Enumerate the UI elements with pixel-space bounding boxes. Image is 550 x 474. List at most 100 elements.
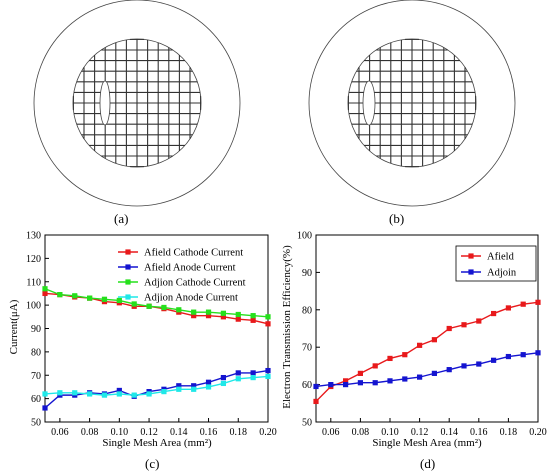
mesh-diagram-a: [33, 0, 241, 207]
series-afield: [313, 299, 541, 405]
x-tick-label: 0.14: [170, 427, 188, 438]
data-point: [446, 367, 452, 373]
data-point: [491, 357, 497, 363]
data-point: [313, 398, 319, 405]
data-point: [250, 313, 256, 319]
data-point: [191, 383, 197, 389]
data-point: [87, 295, 93, 301]
data-point: [205, 313, 212, 319]
central-hole: [99, 80, 111, 126]
data-point: [535, 350, 541, 356]
data-point: [446, 325, 452, 332]
y-tick-label: 90: [302, 268, 312, 279]
legend-swatch-marker: [125, 294, 131, 300]
x-axis-label: Single Mesh Area (mm²): [102, 437, 212, 449]
y-tick-label: 120: [26, 254, 41, 265]
x-tick-label: 0.18: [230, 427, 248, 438]
legend-frame: [455, 245, 537, 282]
data-point: [535, 299, 541, 305]
data-point: [146, 391, 152, 397]
data-point: [431, 337, 437, 343]
legend-label: Adjoin: [487, 268, 517, 279]
x-tick-label: 0.08: [81, 427, 99, 438]
x-tick-label: 0.10: [111, 427, 129, 438]
data-point: [328, 382, 334, 388]
y-tick-label: 130: [26, 231, 41, 242]
data-point: [476, 318, 482, 324]
data-point: [357, 370, 363, 376]
legend-label: Afield: [487, 252, 515, 263]
y-tick-label: 80: [302, 305, 312, 316]
x-tick-label: 0.14: [440, 427, 458, 438]
data-point: [235, 311, 241, 318]
x-tick-label: 0.16: [470, 427, 488, 438]
data-point: [176, 307, 182, 313]
series-line: [44, 288, 269, 318]
y-tick-label: 70: [302, 343, 312, 354]
data-point: [42, 290, 48, 297]
series-line: [44, 369, 269, 409]
legend-swatch-marker: [125, 249, 131, 255]
data-point: [176, 383, 182, 389]
data-point: [42, 405, 48, 411]
data-point: [387, 378, 393, 384]
legend-label: Afield Anode Current: [144, 263, 236, 274]
series-afield-anode-current: [42, 367, 271, 411]
data-point: [191, 309, 197, 315]
data-point: [520, 301, 526, 307]
series-line: [315, 352, 539, 388]
current-chart: Current(μA) Single Mesh Area (mm²) 0.06 0…: [8, 231, 277, 450]
data-point: [235, 376, 241, 382]
y-tick-label: 80: [31, 347, 41, 358]
data-point: [476, 361, 482, 367]
x-tick-label: 0.20: [529, 427, 547, 438]
data-point: [116, 387, 122, 394]
plot-frame: [315, 234, 539, 423]
caption-a: (a): [114, 211, 128, 226]
data-point: [220, 374, 226, 381]
data-point: [131, 301, 137, 307]
data-point: [520, 352, 526, 358]
x-tick-label: 0.06: [322, 427, 340, 438]
y-axis-label: Electron Transmission Efficiency(%): [281, 245, 293, 409]
legend-label: Afield Cathode Current: [144, 248, 243, 259]
x-tick-label: 0.18: [500, 427, 518, 438]
data-point: [87, 391, 93, 397]
data-point: [220, 314, 226, 320]
efficiency-chart: Electron Transmission Efficiency(%) Sing…: [281, 231, 547, 450]
series-line: [315, 301, 539, 402]
data-point: [250, 374, 256, 381]
data-point: [417, 342, 423, 348]
data-point: [101, 296, 108, 302]
y-tick-label: 50: [302, 418, 312, 429]
mesh-diagram-b: [308, 0, 516, 207]
data-point: [505, 305, 511, 311]
data-point: [191, 313, 197, 319]
data-point: [235, 316, 241, 322]
data-point: [265, 367, 271, 374]
data-point: [72, 293, 78, 299]
data-point: [57, 390, 63, 396]
data-point: [116, 391, 122, 397]
y-tick-label: 100: [297, 231, 312, 242]
data-point: [372, 380, 378, 386]
y-axis-label: Current(μA): [8, 299, 20, 354]
data-point: [42, 286, 48, 292]
y-tick-label: 50: [31, 418, 41, 429]
legend-label: Adjion Cathode Current: [144, 278, 246, 289]
series-adjoin: [313, 350, 541, 390]
data-point: [265, 314, 271, 320]
data-point: [313, 383, 319, 390]
data-point: [343, 382, 349, 388]
data-point: [72, 390, 78, 396]
caption-b: (b): [389, 211, 404, 226]
data-point: [131, 392, 137, 398]
y-tick-label: 100: [26, 301, 41, 312]
caption-d: (d): [420, 456, 435, 471]
caption-c: (c): [145, 456, 159, 471]
data-point: [250, 317, 256, 323]
data-point: [491, 310, 497, 317]
data-point: [402, 376, 408, 382]
data-point: [57, 292, 63, 298]
